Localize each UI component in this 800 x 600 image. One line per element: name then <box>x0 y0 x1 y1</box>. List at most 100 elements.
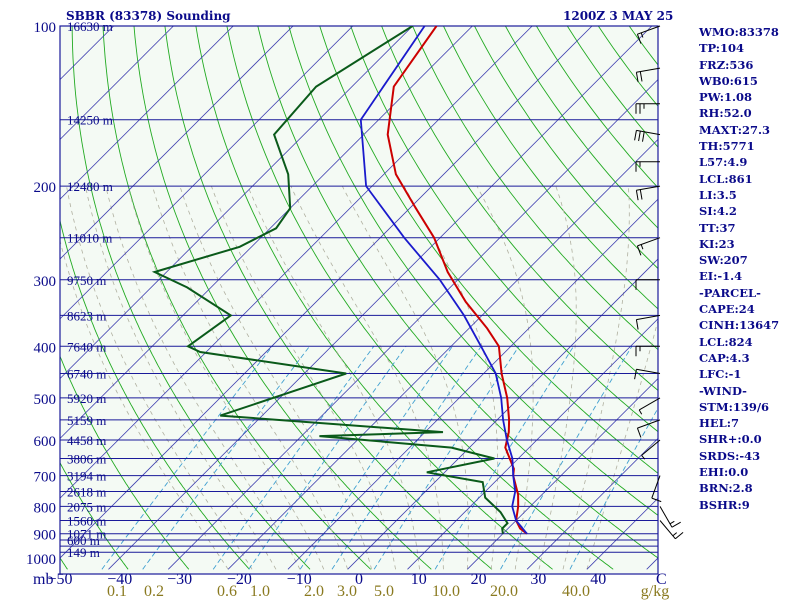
wind-barb <box>638 397 661 415</box>
dry-adiabat-line <box>60 461 129 570</box>
wind-barb <box>636 25 661 44</box>
moist-adiabat-line <box>60 238 229 570</box>
height-label: 8623 m <box>67 308 106 323</box>
wind-barb <box>635 185 661 201</box>
mixing-ratio-lines <box>101 346 658 570</box>
isotherm-line <box>108 26 653 570</box>
mixing-ratio-label: 2.0 <box>304 583 324 600</box>
dry-adiabat-line <box>257 26 658 559</box>
height-label: 4458 m <box>67 433 106 448</box>
mixing-ratio-line <box>500 346 633 570</box>
index-item: L57:4.9 <box>699 155 748 170</box>
pressure-tick-label: 800 <box>34 500 57 516</box>
dry-adiabat-line <box>381 26 658 392</box>
chart-timestamp: 1200Z 3 MAY 25 <box>563 9 674 23</box>
temp-tick-label: −20 <box>227 571 252 588</box>
height-label: 1071 m <box>67 527 106 542</box>
isotherm-line <box>467 378 658 570</box>
index-item: SW:207 <box>699 253 748 268</box>
mixing-ratio-label: 20.0 <box>490 583 518 600</box>
wind-barb <box>634 368 661 380</box>
mixing-ratio-label: 40.0 <box>562 583 590 600</box>
wind-barb <box>636 237 661 256</box>
wind-barb <box>659 506 681 528</box>
temp-tick-label: 20 <box>471 571 487 588</box>
dry-adiabat-line <box>133 26 432 570</box>
index-item: CAPE:24 <box>699 302 755 317</box>
height-label: 2075 m <box>67 499 106 514</box>
wind-barbs <box>634 25 684 540</box>
wind-barb <box>636 419 661 438</box>
index-item: LFC:-1 <box>699 367 742 382</box>
index-item: BRN:2.8 <box>699 481 753 496</box>
height-label: 600 m <box>67 533 100 548</box>
isotherm-line <box>526 437 658 570</box>
mixing-ratio-line <box>299 346 453 570</box>
wind-barb <box>635 67 661 83</box>
index-item: LCL:824 <box>699 334 753 349</box>
moist-adiabat-line <box>476 185 534 570</box>
moist-adiabat-line <box>127 185 325 570</box>
index-item: STM:139/6 <box>699 399 770 414</box>
moist-adiabat-line <box>562 186 630 570</box>
height-label: 2618 m <box>67 485 106 500</box>
index-item: EI:-1.4 <box>699 269 743 284</box>
pressure-unit-label: mb <box>33 571 53 588</box>
dry-adiabats <box>60 26 658 570</box>
wind-barb <box>635 279 660 290</box>
pressure-tick-label: 600 <box>34 434 57 450</box>
height-label: 3194 m <box>67 469 106 484</box>
mixing-ratio-line <box>569 407 658 570</box>
moist-adiabat-line <box>247 185 420 570</box>
index-item: CINH:13647 <box>699 318 780 333</box>
mixing-ratio-label: 1.0 <box>250 583 270 600</box>
plot-frame <box>59 25 659 575</box>
temperature-line <box>386 26 528 535</box>
height-label: 1560 m <box>67 514 106 529</box>
index-item: WB0:615 <box>699 73 758 88</box>
pressure-tick-label: 900 <box>34 528 57 544</box>
index-item: TH:5771 <box>699 139 755 154</box>
dry-adiabat-line <box>226 26 614 570</box>
plot-background <box>60 26 658 574</box>
height-label: 6740 m <box>67 367 106 382</box>
mixing-ratio-line <box>248 346 407 570</box>
index-item: TP:104 <box>699 41 745 56</box>
moist-adiabats <box>60 185 658 570</box>
isotherm-line <box>60 26 414 380</box>
temp-unit-label: C <box>656 571 667 588</box>
moist-adiabat-line <box>179 185 372 570</box>
isotherm-line <box>347 258 658 570</box>
moist-adiabat-line <box>290 185 444 570</box>
height-label: 11010 m <box>67 231 112 246</box>
profile-series <box>151 26 528 535</box>
index-item: -PARCEL- <box>699 285 761 300</box>
dry-adiabat-line <box>412 26 658 351</box>
dry-adiabat-line <box>443 26 658 310</box>
wind-barb <box>635 103 660 114</box>
indices-panel: WMO:83378 TP:104 FRZ:536 WB0:615 PW:1.08 RH:5… <box>699 24 779 513</box>
wind-barb <box>651 475 662 503</box>
height-label: 12480 m <box>67 179 113 194</box>
moist-adiabat-line <box>152 185 349 570</box>
temp-tick-label: 40 <box>590 571 606 588</box>
temp-tick-label: −10 <box>287 571 312 588</box>
mixing-ratio-line <box>142 346 310 570</box>
temp-tick-label: −40 <box>107 571 132 588</box>
isotherm-line <box>60 26 174 140</box>
pressure-tick-label: 300 <box>34 274 57 290</box>
wind-barb <box>635 345 660 357</box>
mixing-ratio-label: 5.0 <box>374 583 394 600</box>
height-label: 5159 m <box>67 413 106 428</box>
mixing-ratio-line <box>101 346 273 570</box>
pressure-tick-label: 100 <box>34 20 57 36</box>
moist-adiabat-line <box>586 319 658 570</box>
isotherm-line <box>0 14 66 569</box>
pressure-tick-label: 1000 <box>26 552 56 568</box>
dry-adiabat-line <box>473 26 658 270</box>
temp-tick-label: 10 <box>411 571 427 588</box>
height-label: 5920 m <box>67 391 106 406</box>
index-item: BSHR:9 <box>699 497 750 512</box>
index-item: EHI:0.0 <box>699 465 749 480</box>
index-item: LI:3.5 <box>699 187 737 202</box>
